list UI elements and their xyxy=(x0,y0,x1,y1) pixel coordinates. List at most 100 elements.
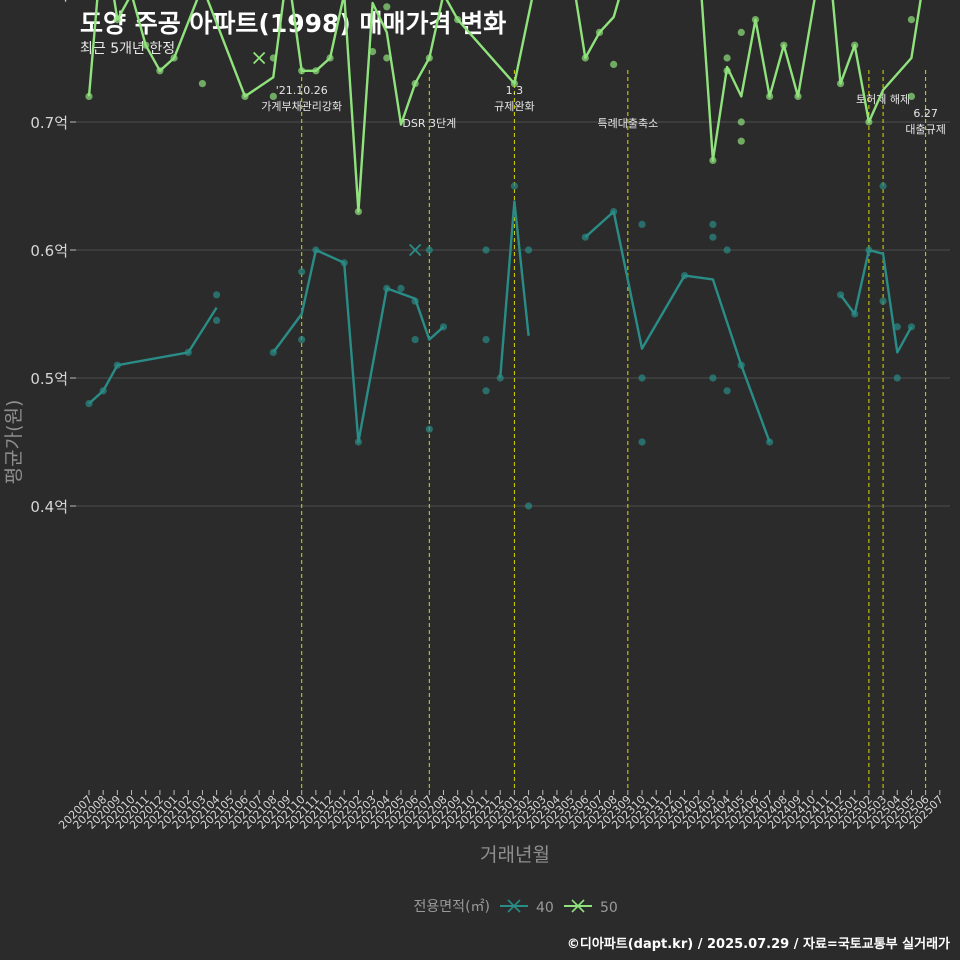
series-40-point xyxy=(510,182,518,190)
series-40-point xyxy=(482,336,490,344)
series-40-point xyxy=(709,374,717,382)
series-50-point xyxy=(851,41,859,49)
series-40-point xyxy=(269,348,277,356)
series-50-point xyxy=(269,54,277,62)
event-label: 가계부채관리강화 xyxy=(261,100,342,113)
series-50-point xyxy=(510,80,518,88)
series-50-point xyxy=(723,67,731,75)
series-40-cross-marker xyxy=(409,243,422,257)
data-points xyxy=(85,0,916,510)
series-50-point xyxy=(737,118,745,126)
series-40-point xyxy=(425,425,433,433)
series-50-point xyxy=(723,54,731,62)
series-40-point xyxy=(383,284,391,292)
event-label: 대출규제 xyxy=(905,123,945,136)
legend-key-cross xyxy=(571,899,585,913)
series-40-point xyxy=(680,272,689,280)
series-50-point xyxy=(794,92,802,100)
series-40-point xyxy=(213,316,221,324)
series-50-point xyxy=(113,16,121,24)
series-40-point xyxy=(397,284,405,292)
series-50-point xyxy=(595,28,604,36)
series-40-point xyxy=(354,438,363,446)
series-40-point xyxy=(723,246,731,254)
legend-items: 40 50 xyxy=(500,899,618,916)
series-50-point xyxy=(269,92,277,100)
series-40-point xyxy=(610,208,618,216)
series-50-point xyxy=(383,54,391,62)
series-40-point xyxy=(638,374,646,382)
legend-label-50: 50 xyxy=(600,900,618,916)
series-50-point xyxy=(907,16,916,24)
x-axis-ticks: 2020072020082020092020102020112020122021… xyxy=(56,790,946,832)
series-40-point xyxy=(85,400,93,408)
series-50-point xyxy=(709,156,717,164)
series-40-point xyxy=(879,297,887,305)
series-40-point xyxy=(737,361,745,369)
series-40-line xyxy=(88,306,218,405)
series-50-point xyxy=(170,54,178,62)
series-40-point xyxy=(99,387,107,395)
series-40-point xyxy=(836,291,845,299)
series-50-point xyxy=(425,54,433,62)
event-label: 특례대출축소 xyxy=(597,117,658,130)
series-50-point xyxy=(454,16,462,24)
series-40-point xyxy=(893,374,901,382)
series-50-point xyxy=(751,16,760,24)
y-tick-label: 0.4억 xyxy=(30,498,68,516)
series-40-point xyxy=(496,374,504,382)
series-40-line xyxy=(272,248,445,444)
series-40-point xyxy=(113,361,121,369)
legend: 전용면적(㎡) 40 50 xyxy=(414,899,618,916)
series-50-point xyxy=(780,41,788,49)
series-50-point xyxy=(411,80,419,88)
series-50-point xyxy=(383,3,391,11)
series-40-point xyxy=(709,220,717,228)
series-50-cross-marker xyxy=(253,51,266,65)
series-40-point xyxy=(851,310,859,318)
series-40-point xyxy=(312,246,320,254)
y-tick-label: 0.7억 xyxy=(30,114,68,132)
series-50-point xyxy=(354,208,363,216)
series-40-point xyxy=(638,438,646,446)
series-40-point xyxy=(879,182,887,190)
series-40-line xyxy=(584,210,771,443)
series-40-point xyxy=(184,348,192,356)
event-label: 1.3 xyxy=(506,84,524,97)
series-40-point xyxy=(482,246,490,254)
series-40-point xyxy=(638,220,646,228)
cross-stroke xyxy=(253,51,266,65)
series-40-point xyxy=(340,259,348,267)
series-50-point xyxy=(766,92,774,100)
y-axis-title: 평균가(원) xyxy=(3,400,25,485)
legend-label-40: 40 xyxy=(536,900,554,916)
y-tick-label: 0.5억 xyxy=(30,370,68,388)
y-axis-ticks: 0.4억0.5억0.6억0.7억0.8억0.9억 xyxy=(30,0,76,516)
series-40-point xyxy=(524,246,533,254)
series-40-point xyxy=(298,336,306,344)
series-50-point xyxy=(610,60,618,68)
series-40-point xyxy=(482,387,490,395)
series-40-point xyxy=(865,246,873,254)
series-40-point xyxy=(893,323,901,331)
series-40-point xyxy=(709,233,717,241)
series-50-point xyxy=(836,80,845,88)
series-40-point xyxy=(439,323,448,331)
event-label: DSR 3단계 xyxy=(402,117,456,130)
series-50-point xyxy=(907,92,916,100)
series-40-point xyxy=(411,336,419,344)
series-50-point xyxy=(581,54,589,62)
series-50-point xyxy=(298,67,306,75)
series-40-point xyxy=(766,438,774,446)
x-axis-title: 거래년월 xyxy=(480,844,550,866)
series-50-point xyxy=(198,80,207,88)
series-50-point xyxy=(241,92,249,100)
series-50-point xyxy=(85,92,93,100)
series-50-point xyxy=(142,41,150,49)
series-50-point xyxy=(369,48,377,56)
y-tick-label: 0.8억 xyxy=(30,0,68,4)
series-50-point xyxy=(312,67,320,75)
cross-stroke xyxy=(409,243,422,257)
